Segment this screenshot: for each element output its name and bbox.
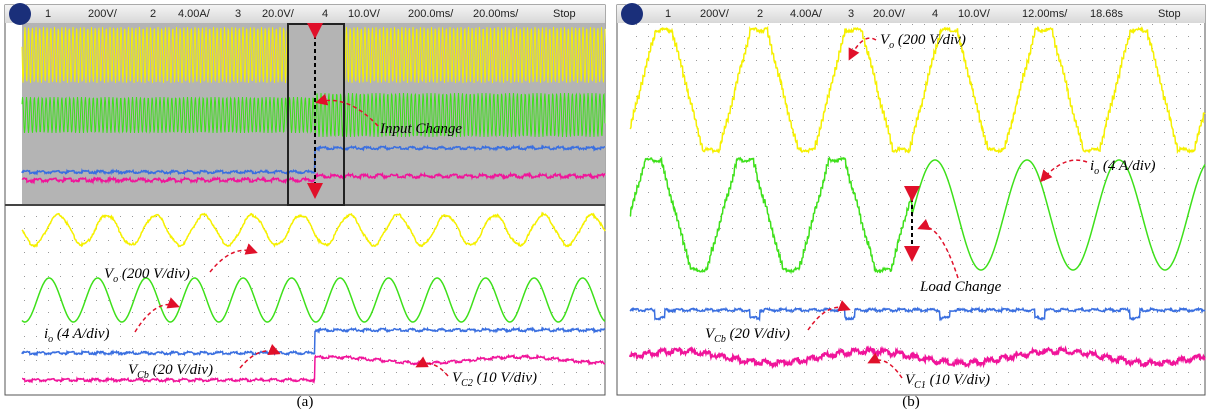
annotation-scale: (4 A/div) (57, 326, 110, 342)
header-item: 20.0V/ (262, 8, 295, 20)
header-item: 1 (665, 8, 671, 20)
header-item: 200V/ (700, 8, 730, 20)
header-item: 3 (235, 8, 241, 20)
annotation-scale: (200 V/div) (898, 32, 966, 48)
annotation-sub: Cb (137, 370, 149, 381)
annotation-scale: (10 V/div) (930, 372, 990, 388)
header-item: 20.00ms/ (473, 8, 519, 20)
header-item: 2 (757, 8, 763, 20)
header-item: 10.0V/ (348, 8, 381, 20)
header-item: Stop (553, 8, 576, 20)
header-item: 1 (45, 8, 51, 20)
logo (621, 3, 643, 25)
header-item: 2 (150, 8, 156, 20)
annotation: Load Change (919, 279, 1002, 295)
annotation-sub: C1 (914, 380, 926, 391)
header-item: 18.68s (1090, 8, 1124, 20)
header-item: 12.00ms/ (1022, 8, 1068, 20)
annotation-scale: (10 V/div) (477, 370, 537, 386)
annotation-scale: (20 V/div) (730, 326, 790, 342)
annotation: Input Change (379, 121, 462, 137)
annotation-symbol: Load Change (919, 279, 1002, 295)
annotation-scale: (4 A/div) (1103, 158, 1156, 174)
header-item: 200.0ms/ (408, 8, 454, 20)
page: { "panels": [ { "header": ["1", "200V/",… (0, 0, 1207, 414)
annotation-sub: Cb (714, 334, 726, 345)
figure: 1 200V/2 4.00A/3 20.0V/4 10.0V/200.0ms/20.00… (0, 0, 1207, 414)
annotation-sub: C2 (461, 378, 473, 389)
annotation-scale: (200 V/div) (122, 266, 190, 282)
annotation-symbol: Input Change (379, 121, 462, 137)
header-item: 3 (848, 8, 854, 20)
header-item: 10.0V/ (958, 8, 991, 20)
header-item: 200V/ (88, 8, 118, 20)
header-item: 4 (322, 8, 328, 20)
header-item: 4.00A/ (790, 8, 823, 20)
header-item: 4.00A/ (178, 8, 211, 20)
caption: (b) (902, 394, 920, 410)
header-item: 20.0V/ (873, 8, 906, 20)
annotation-scale: (20 V/div) (153, 362, 213, 378)
caption: (a) (297, 394, 314, 410)
logo (9, 3, 31, 25)
header-item: 4 (932, 8, 938, 20)
header-item: Stop (1158, 8, 1181, 20)
